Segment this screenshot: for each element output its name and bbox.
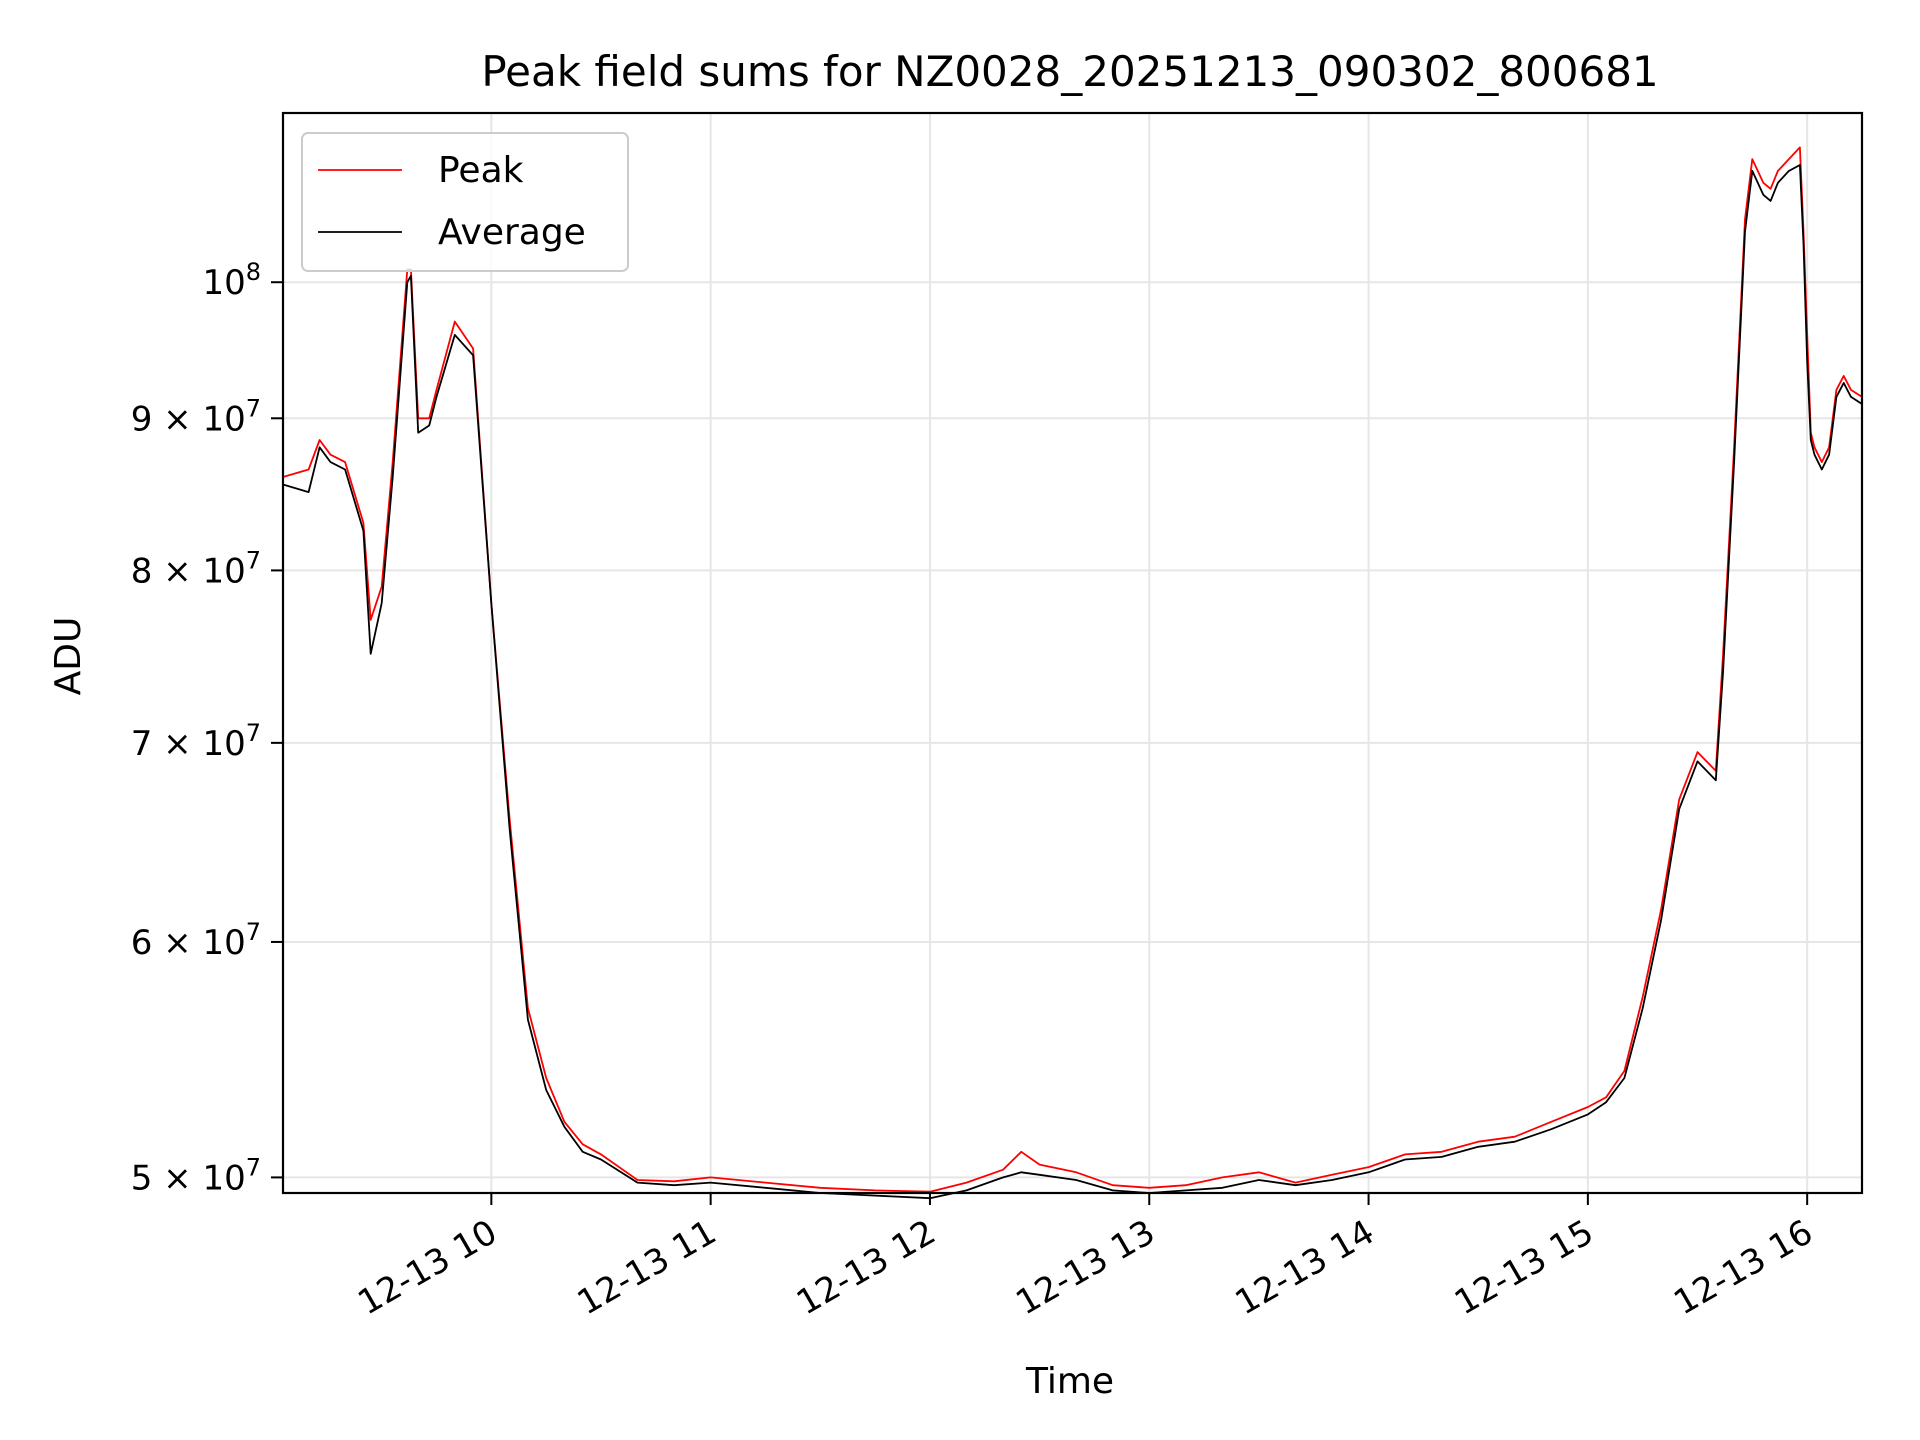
- y-tick-label: 8 × 107: [131, 546, 261, 591]
- plot-area-frame: [281, 111, 1864, 1195]
- grid-lines: [283, 113, 1862, 1193]
- y-tick-label: 5 × 107: [131, 1153, 261, 1198]
- legend: Peak Average: [301, 132, 629, 272]
- y-axis-label: ADU: [48, 617, 89, 696]
- y-axis: 5 × 107 6 × 107 7 × 107 8 × 107 9 × 107 108: [131, 258, 283, 1198]
- series-layer: [282, 146, 1863, 1200]
- y-tick-label: 7 × 107: [131, 719, 261, 764]
- y-tick-label: 9 × 107: [131, 394, 261, 439]
- legend-label-average: Average: [438, 212, 586, 253]
- y-tick-label: 6 × 107: [131, 918, 261, 963]
- series-line-peak: [282, 146, 1863, 1193]
- legend-label-peak: Peak: [438, 150, 524, 191]
- y-tick-label: 108: [202, 258, 261, 303]
- series-line-average: [282, 164, 1863, 1200]
- legend-box: [301, 132, 629, 272]
- chart-title: Peak field sums for NZ0028_20251213_0903…: [481, 47, 1658, 96]
- x-axis-label: Time: [1025, 1361, 1114, 1402]
